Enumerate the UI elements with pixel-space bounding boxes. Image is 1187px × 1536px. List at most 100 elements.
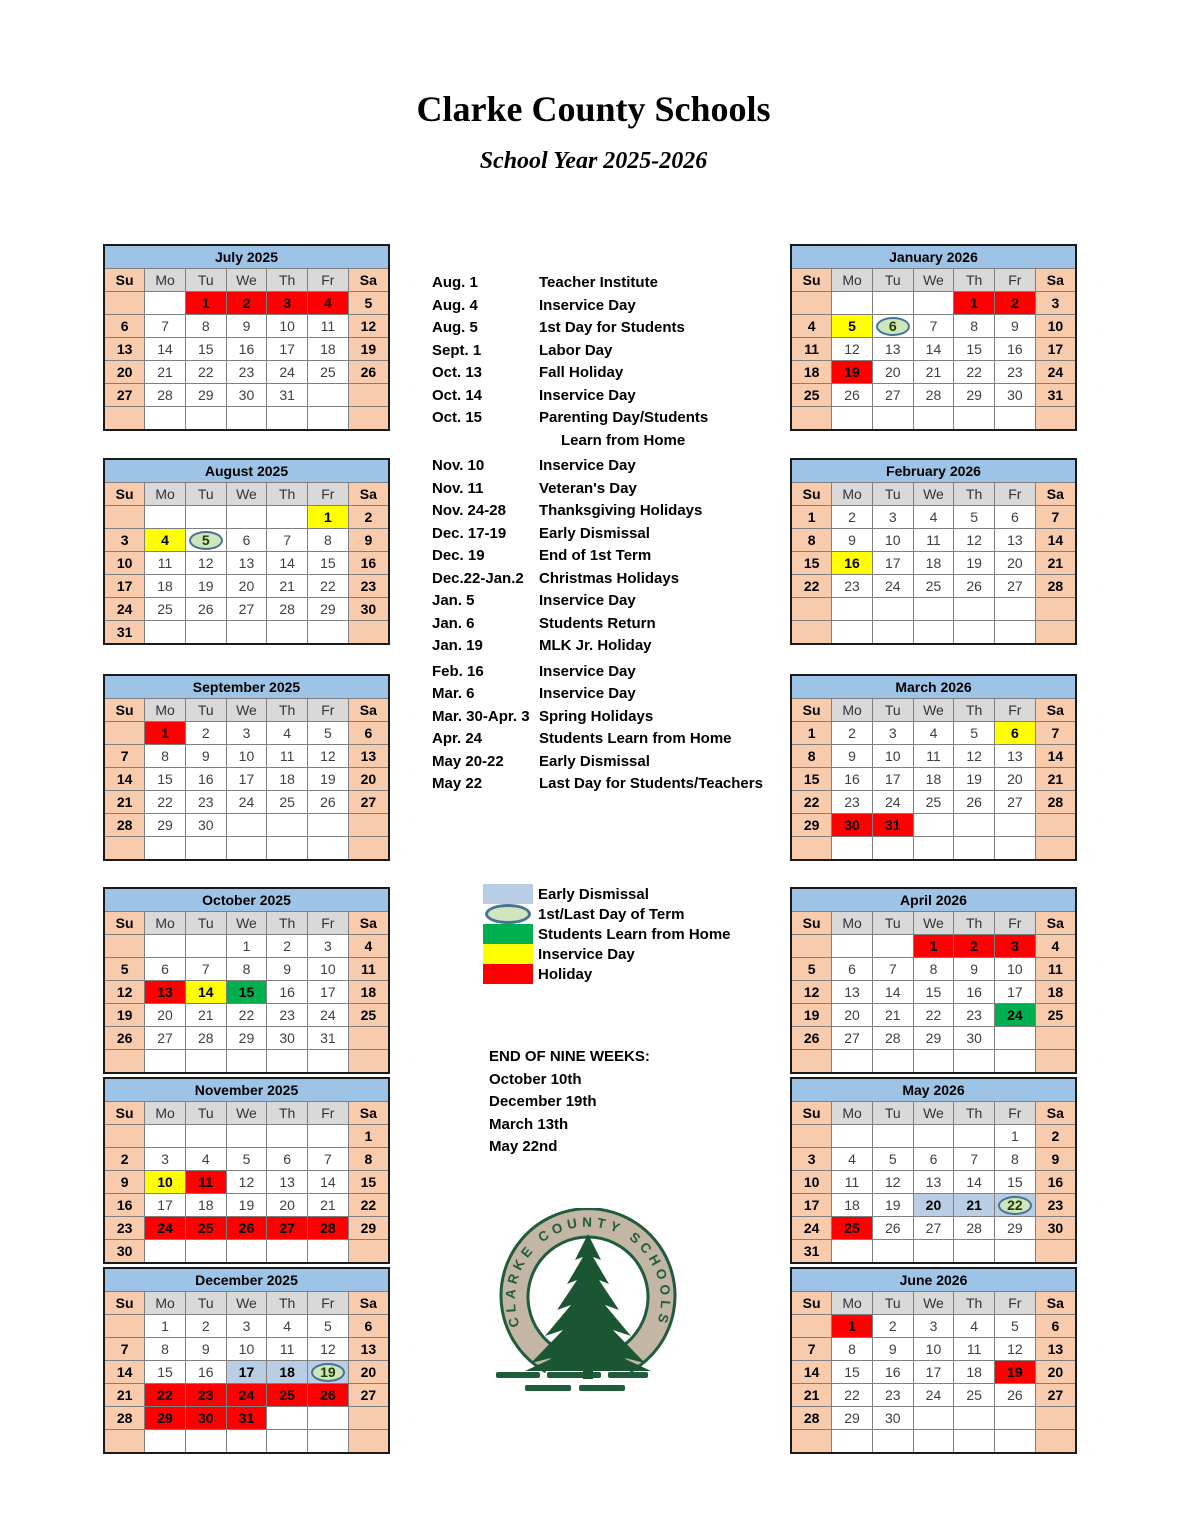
date-cell: 2 <box>831 505 873 529</box>
event-row: Nov. 11 Veteran's Day <box>432 478 763 501</box>
date-cell: 9 <box>225 314 268 338</box>
day-header-cell: Fr <box>994 1101 1036 1125</box>
date-cell <box>225 1124 268 1148</box>
event-row: Mar. 30-Apr. 3 Spring Holidays <box>432 706 763 729</box>
date-cell: 25 <box>953 1383 996 1407</box>
date-cell <box>790 1049 833 1074</box>
date-cell <box>266 836 309 861</box>
date-cell: 31 <box>1034 383 1077 407</box>
date-cell <box>144 620 186 645</box>
date-cell <box>184 1239 227 1264</box>
date-cell <box>790 406 833 431</box>
date-cell: 21 <box>103 790 146 814</box>
day-header-cell: Sa <box>347 1291 390 1315</box>
date-cell: 6 <box>266 1147 309 1171</box>
term-oval: 6 <box>875 316 910 336</box>
date-cell: 14 <box>1034 744 1077 768</box>
day-header-cell: Th <box>266 1101 309 1125</box>
event-description: Early Dismissal <box>539 524 650 542</box>
day-header-cell: Su <box>790 698 833 722</box>
date-cell: 4 <box>184 1147 227 1171</box>
date-cell <box>831 934 873 958</box>
date-cell: 22 <box>347 1193 390 1217</box>
day-header-cell: We <box>912 698 955 722</box>
date-cell: 15 <box>225 980 268 1004</box>
date-cell: 18 <box>307 337 349 361</box>
date-cell: 3 <box>912 1314 955 1338</box>
date-cell: 1 <box>144 721 186 745</box>
date-cell: 19 <box>871 1193 914 1217</box>
event-description: Last Day for Students/Teachers <box>539 775 763 792</box>
date-cell: 18 <box>790 360 833 384</box>
date-cell <box>994 1026 1036 1050</box>
date-cell: 13 <box>347 1337 390 1361</box>
date-cell: 28 <box>266 597 309 621</box>
day-header-cell: Th <box>953 268 996 292</box>
date-cell: 13 <box>266 1170 309 1194</box>
date-cell: 1 <box>912 934 955 958</box>
legend-color-swatch <box>483 924 533 944</box>
date-cell: 19 <box>994 1360 1036 1384</box>
date-cell: 23 <box>184 1383 227 1407</box>
date-cell <box>103 406 146 431</box>
date-cell: 26 <box>225 1216 268 1240</box>
day-header-cell: Su <box>103 268 146 292</box>
date-cell <box>225 1049 268 1074</box>
date-cell <box>831 597 873 621</box>
month-title: June 2026 <box>790 1267 1077 1292</box>
date-cell: 3 <box>1034 291 1077 315</box>
date-cell: 7 <box>912 314 955 338</box>
date-cell: 27 <box>994 790 1036 814</box>
date-cell: 7 <box>103 1337 146 1361</box>
event-date: Dec.22-Jan.2 <box>432 569 524 587</box>
day-header-cell: Th <box>266 911 309 935</box>
date-cell: 17 <box>994 980 1036 1004</box>
date-cell: 25 <box>144 597 186 621</box>
day-header-cell: Fr <box>994 698 1036 722</box>
date-cell: 18 <box>912 767 955 791</box>
day-header-cell: Sa <box>347 1101 390 1125</box>
date-cell <box>103 934 146 958</box>
event-row: Aug. 4 Inservice Day <box>432 295 763 318</box>
event-date: Dec. 17-19 <box>432 524 507 542</box>
date-cell: 29 <box>144 1406 186 1430</box>
day-header-cell: Su <box>103 1291 146 1315</box>
date-cell: 30 <box>184 1406 227 1430</box>
date-cell: 19 <box>953 767 996 791</box>
month-calendar: December 2025 Su Mo Tu We Th Fr Sa 1 2 3 4 5 6 7 8 9 10 11… <box>103 1267 390 1454</box>
legend-label: 1st/Last Day of Term <box>538 905 685 923</box>
event-description: Inservice Day <box>539 685 636 702</box>
day-header-cell: Mo <box>831 268 873 292</box>
date-cell: 29 <box>831 1406 873 1430</box>
date-cell: 28 <box>144 383 186 407</box>
date-cell: 27 <box>103 383 146 407</box>
date-cell: 11 <box>347 957 390 981</box>
day-header-cell: Sa <box>347 482 390 506</box>
date-cell <box>103 291 146 315</box>
date-cell: 22 <box>225 1003 268 1027</box>
term-oval: 22 <box>997 1195 1032 1215</box>
event-description: Inservice Day <box>539 296 636 314</box>
date-cell: 26 <box>307 1383 349 1407</box>
day-header-cell: Tu <box>184 698 227 722</box>
date-cell: 3 <box>144 1147 186 1171</box>
day-header-cell: Sa <box>347 268 390 292</box>
date-cell <box>1034 1026 1077 1050</box>
day-header-cell: Tu <box>871 1291 914 1315</box>
date-cell <box>953 1049 996 1074</box>
date-cell: 9 <box>871 1337 914 1361</box>
event-date: Oct. 15 <box>432 409 483 426</box>
date-cell: 17 <box>307 980 349 1004</box>
legend-color-swatch <box>483 884 533 904</box>
date-cell: 6 <box>1034 1314 1077 1338</box>
nine-weeks-heading: END OF NINE WEEKS: <box>489 1048 650 1065</box>
date-cell: 22 <box>912 1003 955 1027</box>
date-cell: 26 <box>184 597 227 621</box>
date-cell: 3 <box>266 291 309 315</box>
date-cell: 24 <box>790 1216 833 1240</box>
date-cell <box>953 597 996 621</box>
day-header-cell: We <box>912 1101 955 1125</box>
date-cell: 11 <box>912 528 955 552</box>
day-header-cell: Mo <box>831 482 873 506</box>
